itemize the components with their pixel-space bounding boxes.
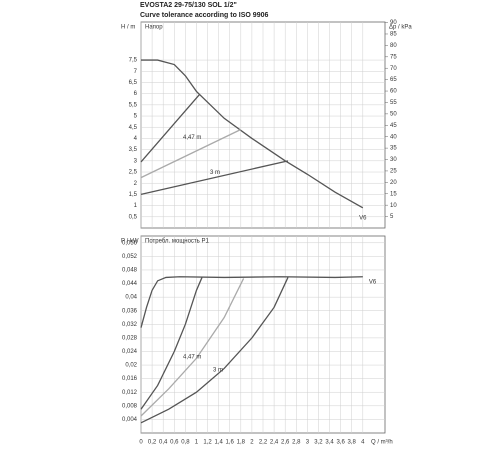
x-axis-label: Q / m³/h (371, 440, 393, 446)
y2-tick-label: 20 (390, 180, 397, 186)
y-tick-label: 5,5 (129, 102, 138, 108)
y-tick-label: 0,036 (122, 308, 138, 314)
y-tick-label: 0,056 (122, 240, 138, 246)
y-axis-label: H / m (121, 25, 135, 31)
x-tick-label: 3,4 (325, 440, 334, 446)
curve-label: 3 m (213, 367, 223, 373)
y2-tick-label: 5 (390, 214, 394, 220)
y2-tick-label: 80 (390, 43, 397, 49)
y2-tick-label: 70 (390, 66, 397, 72)
y-tick-label: 5 (134, 114, 138, 120)
x-tick-label: 0,4 (159, 440, 168, 446)
curve-label: V6 (359, 215, 367, 221)
y-tick-label: 0,052 (122, 254, 138, 260)
y-tick-label: 0,032 (122, 322, 138, 328)
curve (140, 160, 289, 196)
y2-tick-label: 35 (390, 146, 397, 152)
y-tick-label: 3 (134, 158, 138, 164)
y-tick-label: 0,5 (129, 214, 138, 220)
y2-tick-label: 45 (390, 123, 397, 129)
y-tick-label: 3,5 (129, 147, 138, 153)
y2-tick-label: 55 (390, 100, 397, 106)
curve-label: V6 (369, 279, 377, 285)
y-tick-label: 1,5 (129, 192, 138, 198)
y2-axis-label: Δp / kPa (389, 25, 412, 31)
y-tick-label: 2,5 (129, 170, 138, 176)
y2-tick-label: 25 (390, 169, 397, 175)
x-tick-label: 3 (306, 440, 310, 446)
y2-tick-label: 50 (390, 111, 397, 117)
y-axis-label: P / kW (121, 239, 139, 245)
y-tick-label: 0,008 (122, 403, 138, 409)
y-tick-label: 1 (134, 203, 138, 209)
x-tick-label: 3,8 (348, 440, 357, 446)
y-tick-label: 7,5 (129, 58, 138, 64)
y-tick-label: 0,012 (122, 390, 138, 396)
x-tick-label: 0,2 (148, 440, 157, 446)
curve (141, 59, 364, 209)
x-tick-label: 0 (139, 440, 143, 446)
y2-tick-label: 30 (390, 157, 397, 163)
y2-tick-label: 85 (390, 32, 397, 38)
y-tick-label: 0,028 (122, 335, 138, 341)
y-tick-label: 6 (134, 91, 138, 97)
curve (140, 276, 363, 328)
y2-tick-label: 10 (390, 203, 397, 209)
y-tick-label: 7 (134, 69, 138, 75)
y-tick-label: 6,5 (129, 80, 138, 86)
y2-tick-label: 60 (390, 89, 397, 95)
y-tick-label: 0,024 (122, 349, 138, 355)
y2-tick-label: 15 (390, 191, 397, 197)
x-tick-label: 2 (250, 440, 254, 446)
curve-label: 3 m (210, 170, 220, 176)
y2-tick-label: 65 (390, 77, 397, 83)
curve (140, 128, 242, 179)
curve-label: 4,47 m (183, 135, 201, 141)
y2-tick-label: 90 (390, 20, 397, 26)
x-tick-label: 3,2 (314, 440, 323, 446)
x-tick-label: 1,2 (203, 440, 212, 446)
y-tick-label: 0,048 (122, 268, 138, 274)
panel-title: Потребл. мощность P1 (145, 239, 209, 245)
x-tick-label: 1,8 (237, 440, 246, 446)
curve (140, 277, 203, 410)
x-tick-label: 2,8 (292, 440, 301, 446)
y-tick-label: 0,044 (122, 281, 138, 287)
y-tick-label: 0,016 (122, 376, 138, 382)
curve (140, 277, 289, 424)
curve (140, 94, 200, 163)
x-tick-label: 0,8 (181, 440, 190, 446)
y-tick-label: 4 (134, 136, 138, 142)
x-tick-label: 0,6 (170, 440, 179, 446)
tolerance-note: Curve tolerance according to ISO 9906 (140, 12, 268, 19)
x-tick-label: 1,4 (214, 440, 223, 446)
x-tick-label: 2,2 (259, 440, 268, 446)
model-title: EVOSTA2 29-75/130 SOL 1/2" (140, 2, 237, 9)
y-tick-label: 4,5 (129, 125, 138, 131)
x-tick-label: 1 (195, 440, 199, 446)
x-tick-label: 2,6 (281, 440, 290, 446)
y-tick-label: 0,04 (125, 295, 137, 301)
y-tick-label: 2 (134, 181, 138, 187)
x-tick-label: 3,6 (336, 440, 345, 446)
panel-title: Напор (145, 25, 163, 31)
y2-tick-label: 40 (390, 134, 397, 140)
y-tick-label: 0,004 (122, 417, 138, 423)
y2-tick-label: 75 (390, 54, 397, 60)
x-tick-label: 4 (361, 440, 365, 446)
x-tick-label: 2,4 (270, 440, 279, 446)
y-tick-label: 0,02 (125, 363, 137, 369)
x-tick-label: 1,6 (226, 440, 235, 446)
curve-label: 4,47 m (183, 355, 201, 361)
curve (140, 278, 245, 417)
